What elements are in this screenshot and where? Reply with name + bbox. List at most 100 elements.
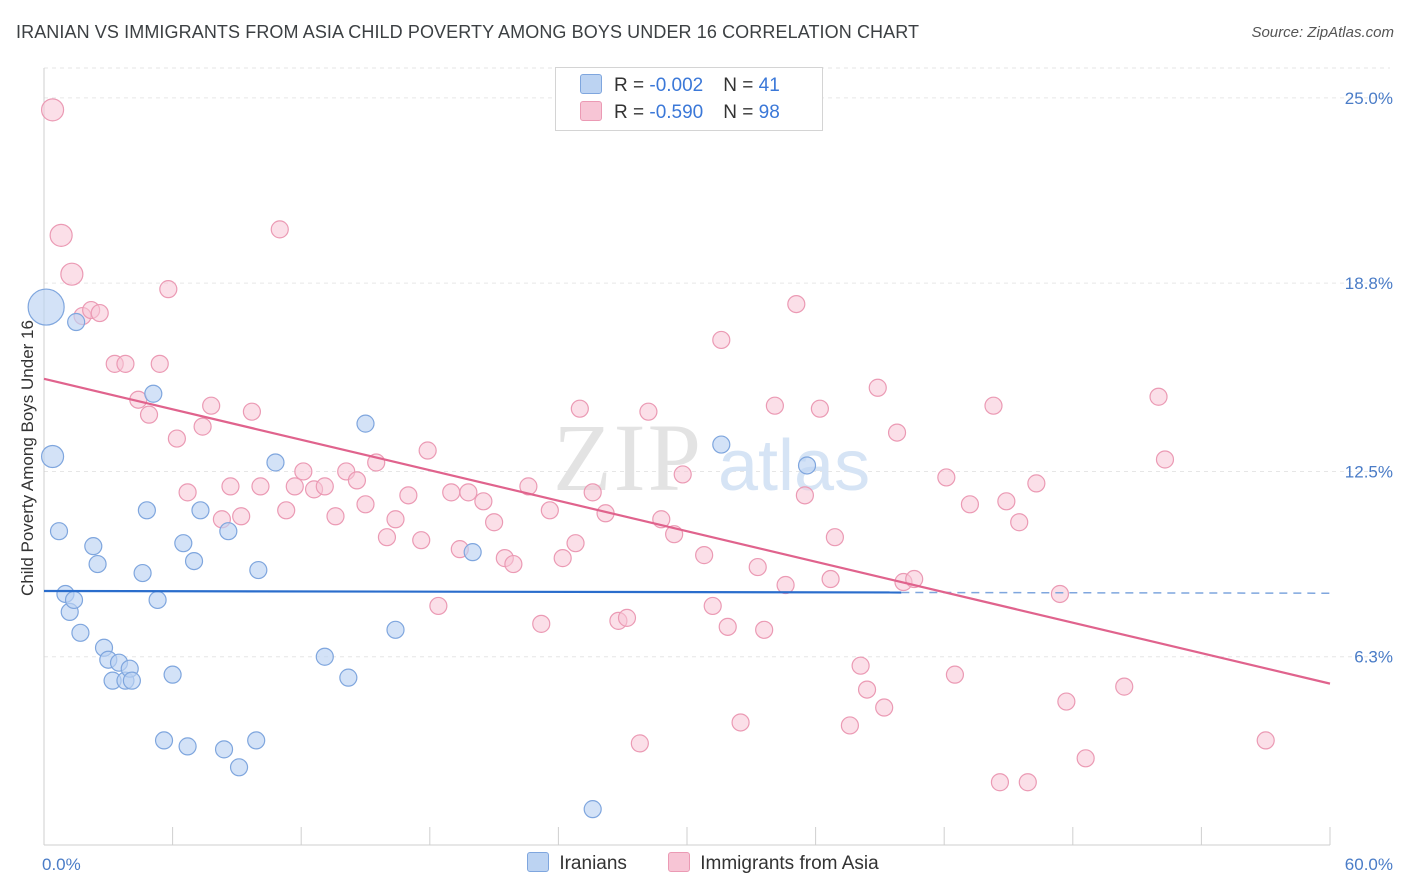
data-point-immigrants xyxy=(49,223,73,247)
data-point-immigrants xyxy=(695,546,714,565)
data-point-iranians xyxy=(64,590,84,610)
data-point-iranians xyxy=(266,453,285,472)
data-point-immigrants xyxy=(442,483,461,502)
data-point-immigrants xyxy=(285,477,304,496)
data-point-immigrants xyxy=(202,396,221,415)
data-point-iranians xyxy=(154,731,174,750)
trendline-iranians-extension xyxy=(901,591,1331,594)
legend-item-immigrants: Immigrants from Asia xyxy=(668,852,879,875)
data-point-iranians xyxy=(386,620,405,639)
legend-swatch-blue xyxy=(580,74,602,94)
legend-label-immigrants: Immigrants from Asia xyxy=(700,853,879,874)
data-point-immigrants xyxy=(519,477,538,496)
data-point-immigrants xyxy=(718,617,737,636)
legend-r-value: -0.590 xyxy=(649,102,704,123)
legend-n-label: N = xyxy=(723,75,759,96)
data-point-iranians xyxy=(583,800,602,819)
data-point-immigrants xyxy=(377,528,397,547)
data-point-immigrants xyxy=(1256,731,1275,750)
data-point-immigrants xyxy=(583,483,602,502)
data-point-immigrants xyxy=(1050,584,1070,604)
legend-n-value: 41 xyxy=(758,75,780,96)
data-point-immigrants xyxy=(857,680,877,699)
y-tick-label: 6.3% xyxy=(1354,648,1393,667)
data-point-immigrants xyxy=(887,423,907,442)
y-tick-label: 25.0% xyxy=(1345,89,1393,108)
data-point-immigrants xyxy=(703,596,722,616)
data-point-iranians xyxy=(49,522,69,541)
chart-title: IRANIAN VS IMMIGRANTS FROM ASIA CHILD PO… xyxy=(16,22,920,42)
data-point-iranians xyxy=(71,623,90,642)
data-point-iranians xyxy=(178,737,197,756)
data-point-iranians xyxy=(67,312,86,332)
data-point-iranians xyxy=(122,671,141,690)
legend-row-immigrants: R = -0.590 N = 98 xyxy=(580,101,780,125)
data-point-iranians xyxy=(712,435,731,454)
data-point-iranians xyxy=(148,590,167,610)
legend-n-value: 98 xyxy=(758,102,780,123)
source-label: Source: ZipAtlas.com xyxy=(1251,24,1394,41)
data-point-iranians xyxy=(27,288,65,326)
watermark-atlas: atlas xyxy=(718,426,870,506)
data-point-immigrants xyxy=(356,495,375,514)
data-point-immigrants xyxy=(315,477,334,496)
data-point-immigrants xyxy=(178,483,197,502)
data-point-immigrants xyxy=(825,528,844,547)
legend-r-value: -0.002 xyxy=(649,75,704,96)
data-point-immigrants xyxy=(570,399,589,418)
data-point-immigrants xyxy=(755,620,774,639)
data-point-immigrants xyxy=(787,294,806,314)
series-legend: Iranians Immigrants from Asia xyxy=(0,852,1406,875)
data-point-immigrants xyxy=(221,477,240,496)
data-point-immigrants xyxy=(277,501,296,520)
data-point-iranians xyxy=(219,522,238,541)
data-point-immigrants xyxy=(90,303,109,323)
trendline-iranians xyxy=(43,589,902,594)
data-point-iranians xyxy=(133,563,152,583)
series-iranians xyxy=(27,288,817,819)
data-point-immigrants xyxy=(617,608,637,627)
data-point-iranians xyxy=(88,554,107,574)
data-point-iranians xyxy=(144,384,163,403)
data-point-iranians xyxy=(214,740,234,759)
data-point-immigrants xyxy=(1149,387,1168,406)
grid-lines xyxy=(44,67,1390,658)
data-point-immigrants xyxy=(167,429,186,448)
data-point-immigrants xyxy=(1010,513,1029,532)
data-point-immigrants xyxy=(1018,773,1037,792)
data-point-immigrants xyxy=(639,402,658,421)
data-point-immigrants xyxy=(1076,749,1095,768)
data-point-immigrants xyxy=(251,477,270,496)
legend-swatch-iranians xyxy=(527,852,550,872)
data-point-immigrants xyxy=(553,549,572,568)
data-point-immigrants xyxy=(150,354,169,373)
data-point-immigrants xyxy=(412,531,431,550)
data-point-immigrants xyxy=(504,554,523,574)
data-point-immigrants xyxy=(139,405,159,424)
data-point-immigrants xyxy=(485,513,504,532)
data-point-immigrants xyxy=(765,396,784,415)
data-point-immigrants xyxy=(242,402,262,421)
data-point-immigrants xyxy=(712,330,731,350)
data-point-immigrants xyxy=(1155,450,1175,469)
data-point-iranians xyxy=(174,534,193,553)
data-point-iranians xyxy=(184,551,204,571)
data-point-iranians xyxy=(229,758,249,777)
data-point-immigrants xyxy=(399,486,418,505)
legend-swatch-pink xyxy=(580,101,602,121)
trend-lines xyxy=(43,377,1331,685)
trendline-immigrants xyxy=(43,377,1331,685)
legend-swatch-immigrants xyxy=(668,852,691,872)
data-point-immigrants xyxy=(990,773,1010,792)
data-point-immigrants xyxy=(294,462,313,481)
legend-r-label: R = xyxy=(614,75,650,96)
data-point-immigrants xyxy=(159,280,178,299)
data-point-iranians xyxy=(84,537,103,556)
data-point-immigrants xyxy=(795,486,814,505)
data-point-immigrants xyxy=(1027,474,1046,493)
data-point-iranians xyxy=(163,665,182,684)
data-point-immigrants xyxy=(193,417,212,436)
correlation-legend: R = -0.002 N = 41 R = -0.590 N = 98 xyxy=(555,67,823,131)
data-point-iranians xyxy=(247,731,266,750)
